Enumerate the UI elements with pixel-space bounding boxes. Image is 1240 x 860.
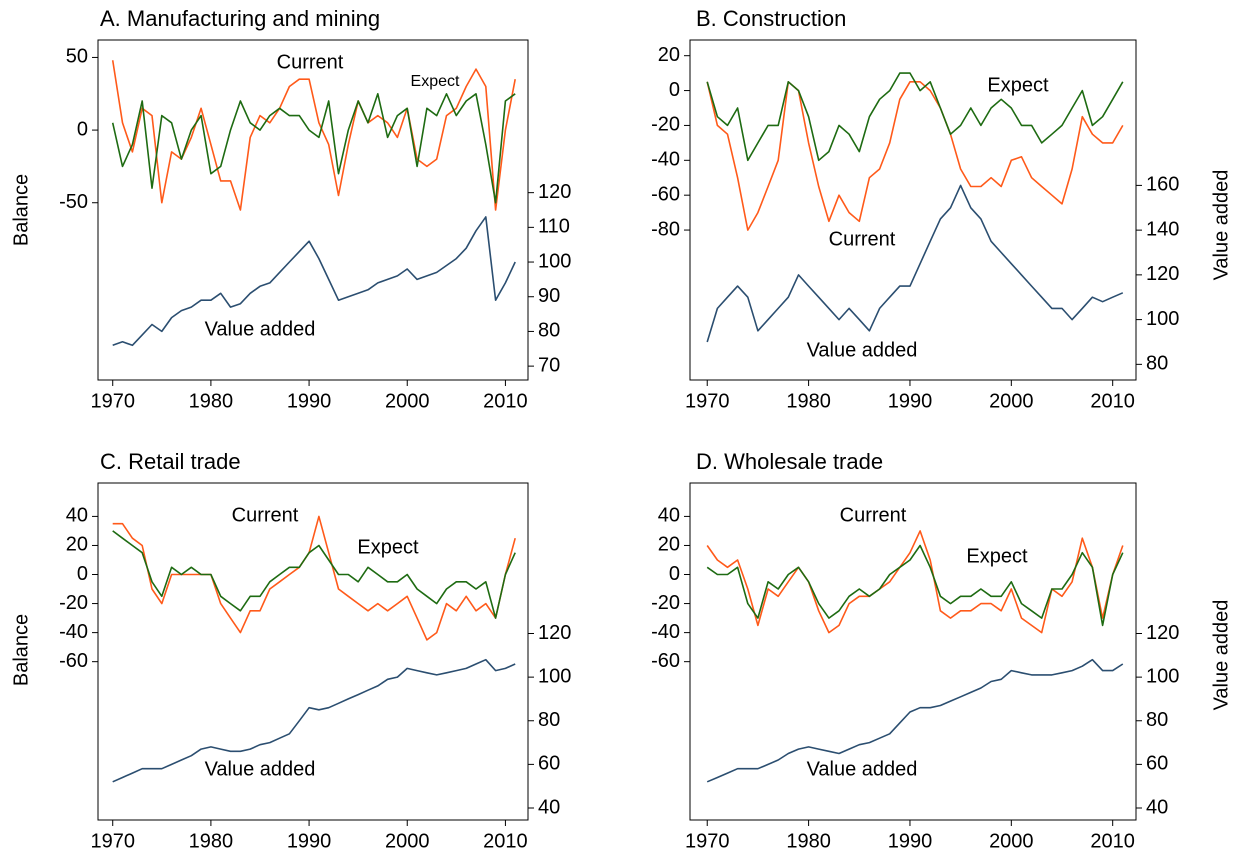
y-tick-label: -60 xyxy=(651,650,680,672)
x-tick-label: 2000 xyxy=(385,390,430,412)
series-line xyxy=(112,515,516,641)
x-tick-label: 2000 xyxy=(385,830,430,852)
x-tick-label: 2010 xyxy=(483,390,528,412)
panel-title: D. Wholesale trade xyxy=(696,449,883,474)
plot-frame xyxy=(689,482,1137,821)
series-line xyxy=(112,216,516,347)
y2-tick-label: 120 xyxy=(538,622,571,644)
series-label: Value added xyxy=(205,318,316,340)
panel-title: B. Construction xyxy=(696,6,846,31)
x-tick-label: 1990 xyxy=(287,390,332,412)
series-label: Value added xyxy=(807,758,918,780)
y-tick-label: -80 xyxy=(651,218,680,240)
x-tick-label: 1970 xyxy=(685,830,730,852)
y2-tick-label: 90 xyxy=(538,285,560,307)
y2-tick-label: 120 xyxy=(538,181,571,203)
series-line xyxy=(706,530,1124,634)
y-tick-label: 0 xyxy=(669,79,680,101)
x-tick-label: 2000 xyxy=(989,830,1034,852)
y2-axis-label: Value added xyxy=(1210,600,1232,711)
y-tick-label: -40 xyxy=(651,621,680,643)
series-label: Expect xyxy=(357,536,419,558)
y-tick-label: -40 xyxy=(59,621,88,643)
series-label: Expect xyxy=(411,73,460,90)
series-line xyxy=(111,93,516,204)
y-tick-label: -40 xyxy=(651,149,680,171)
y-axis-label: Balance xyxy=(10,614,32,686)
y2-tick-label: 110 xyxy=(538,216,570,238)
series-label: Expect xyxy=(987,74,1049,96)
x-tick-label: 1990 xyxy=(888,390,933,412)
series-label: Expect xyxy=(966,545,1028,567)
series-line xyxy=(112,530,516,619)
y-tick-label: 40 xyxy=(66,505,88,527)
x-tick-label: 2010 xyxy=(1090,390,1135,412)
x-tick-label: 1980 xyxy=(786,390,831,412)
x-tick-label: 1980 xyxy=(189,830,234,852)
plot-frame xyxy=(97,482,529,821)
y2-tick-label: 80 xyxy=(1146,353,1168,375)
x-tick-label: 1970 xyxy=(90,390,135,412)
series-line xyxy=(706,544,1124,627)
x-tick-label: 2010 xyxy=(483,830,528,852)
x-tick-label: 1980 xyxy=(786,830,831,852)
y2-tick-label: 80 xyxy=(538,709,560,731)
x-tick-label: 1990 xyxy=(888,830,933,852)
y-tick-label: 40 xyxy=(658,505,680,527)
y2-tick-label: 100 xyxy=(1146,665,1179,687)
y2-tick-label: 80 xyxy=(1146,709,1168,731)
series-label: Value added xyxy=(205,758,316,780)
series-line xyxy=(706,658,1124,783)
y2-tick-label: 60 xyxy=(538,753,560,775)
y-tick-label: 20 xyxy=(66,534,88,556)
y-tick-label: -60 xyxy=(59,650,88,672)
series-label: Current xyxy=(829,228,896,250)
panel-title: C. Retail trade xyxy=(100,449,241,474)
y-tick-label: 20 xyxy=(658,44,680,66)
x-tick-label: 1990 xyxy=(287,830,332,852)
x-tick-label: 2010 xyxy=(1090,830,1135,852)
series-line xyxy=(111,60,516,211)
y2-tick-label: 120 xyxy=(1146,263,1179,285)
y-tick-label: 0 xyxy=(77,563,88,585)
y-tick-label: 0 xyxy=(669,563,680,585)
x-tick-label: 1970 xyxy=(685,390,730,412)
plot-frame xyxy=(689,39,1137,381)
y-tick-label: -20 xyxy=(651,114,680,136)
x-tick-label: 1970 xyxy=(90,830,135,852)
series-label: Current xyxy=(277,51,344,73)
y2-tick-label: 40 xyxy=(1146,796,1168,818)
y-tick-label: -50 xyxy=(59,191,88,213)
series-label: Value added xyxy=(807,339,918,361)
y2-tick-label: 160 xyxy=(1146,174,1179,196)
y-tick-label: 0 xyxy=(77,118,88,140)
y2-tick-label: 70 xyxy=(538,354,560,376)
plot-frame xyxy=(97,39,529,381)
y2-tick-label: 140 xyxy=(1146,218,1179,240)
y-tick-label: -60 xyxy=(651,183,680,205)
series-label: Current xyxy=(232,504,299,526)
y-tick-label: -20 xyxy=(59,592,88,614)
y2-tick-label: 40 xyxy=(538,796,560,818)
y-tick-label: 50 xyxy=(66,46,88,68)
y-axis-label: Balance xyxy=(10,174,32,246)
series-line xyxy=(706,184,1124,343)
y2-tick-label: 100 xyxy=(1146,308,1179,330)
y-tick-label: -20 xyxy=(651,592,680,614)
y2-tick-label: 120 xyxy=(1146,622,1179,644)
y2-tick-label: 100 xyxy=(538,665,571,687)
series-line xyxy=(706,72,1124,162)
y2-tick-label: 60 xyxy=(1146,753,1168,775)
y-tick-label: 20 xyxy=(658,534,680,556)
y2-tick-label: 100 xyxy=(538,250,571,272)
series-label: Current xyxy=(840,504,907,526)
series-line xyxy=(706,81,1124,231)
y2-axis-label: Value added xyxy=(1210,170,1232,281)
y2-tick-label: 80 xyxy=(538,320,560,342)
x-tick-label: 2000 xyxy=(989,390,1034,412)
x-tick-label: 1980 xyxy=(189,390,234,412)
series-line xyxy=(112,658,516,783)
panel-title: A. Manufacturing and mining xyxy=(100,6,380,31)
